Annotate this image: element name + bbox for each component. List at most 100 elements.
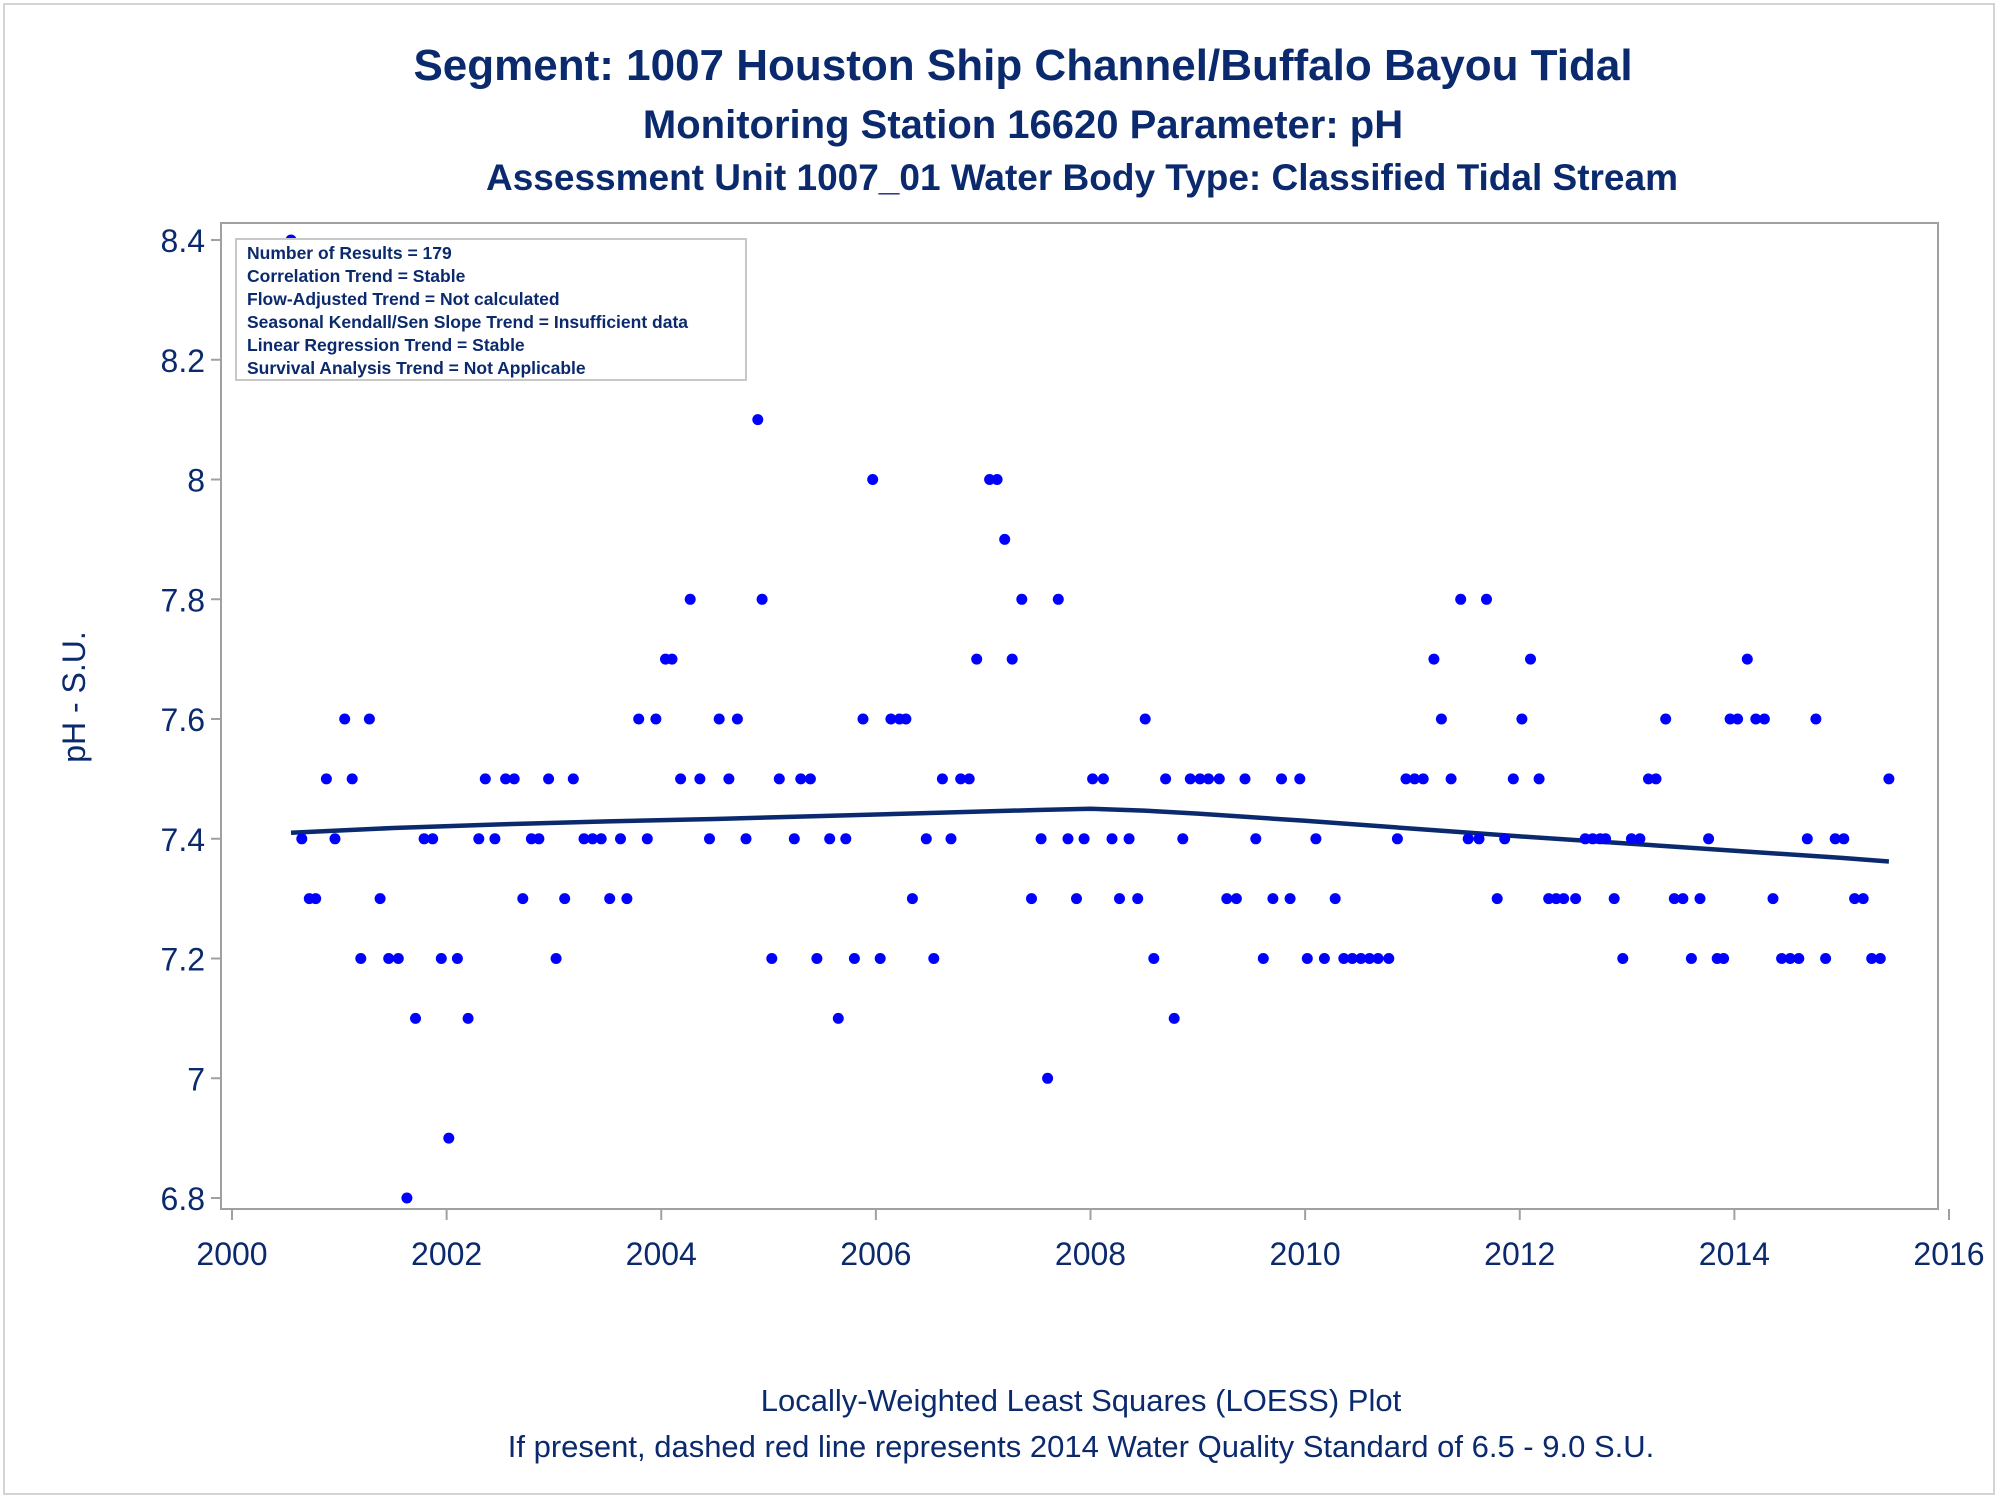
data-point bbox=[1491, 893, 1503, 905]
stats-line-5: Linear Regression Trend = Stable bbox=[247, 335, 525, 355]
data-point bbox=[945, 833, 957, 845]
data-point bbox=[1168, 1012, 1180, 1024]
data-point bbox=[1600, 833, 1612, 845]
data-point bbox=[1473, 833, 1485, 845]
data-point bbox=[867, 474, 879, 485]
data-point bbox=[1123, 833, 1135, 845]
data-point bbox=[1801, 833, 1813, 845]
data-point bbox=[363, 713, 375, 725]
data-point bbox=[848, 953, 860, 964]
data-point bbox=[1177, 833, 1189, 845]
data-point bbox=[479, 773, 491, 785]
data-point bbox=[1694, 893, 1706, 905]
data-point bbox=[1634, 833, 1646, 845]
data-point bbox=[1677, 893, 1689, 905]
data-point bbox=[1106, 833, 1118, 845]
stats-line-6: Survival Analysis Trend = Not Applicable bbox=[247, 358, 586, 378]
data-point bbox=[508, 773, 520, 785]
data-point bbox=[731, 713, 743, 725]
x-tick-label: 2012 bbox=[1484, 1236, 1555, 1272]
data-point bbox=[500, 773, 512, 785]
data-point bbox=[1874, 953, 1886, 964]
footnote-2: If present, dashed red line represents 2… bbox=[508, 1429, 1655, 1464]
data-point bbox=[885, 713, 897, 725]
data-point bbox=[963, 773, 975, 785]
data-point bbox=[840, 833, 852, 845]
data-point bbox=[473, 833, 485, 845]
data-point bbox=[971, 653, 983, 665]
data-point bbox=[1570, 893, 1582, 905]
data-point bbox=[1160, 773, 1172, 785]
data-point bbox=[1006, 653, 1018, 665]
data-point bbox=[1221, 893, 1233, 905]
data-point bbox=[1257, 953, 1269, 964]
data-point bbox=[410, 1012, 421, 1024]
data-point bbox=[1097, 773, 1109, 785]
data-point bbox=[1849, 893, 1861, 905]
y-tick-label: 6.8 bbox=[161, 1181, 205, 1217]
data-point bbox=[832, 1012, 844, 1024]
data-point bbox=[339, 713, 351, 725]
data-point bbox=[1608, 893, 1620, 905]
data-point bbox=[1250, 833, 1262, 845]
data-point bbox=[418, 833, 430, 845]
data-point bbox=[1400, 773, 1412, 785]
data-point bbox=[900, 713, 912, 725]
data-point bbox=[1660, 713, 1672, 725]
x-tick-label: 2004 bbox=[626, 1236, 697, 1272]
data-point bbox=[615, 833, 626, 845]
data-point bbox=[1194, 773, 1206, 785]
y-tick-label: 7 bbox=[187, 1061, 205, 1097]
y-tick-label: 7.4 bbox=[161, 822, 205, 858]
data-point bbox=[650, 713, 662, 725]
data-point bbox=[1284, 893, 1296, 905]
data-point bbox=[1445, 773, 1457, 785]
data-point bbox=[1087, 773, 1099, 785]
data-point bbox=[1758, 713, 1770, 725]
stats-box: Number of Results = 179 Correlation Tren… bbox=[235, 238, 747, 381]
data-point bbox=[1052, 593, 1064, 605]
data-point bbox=[443, 1132, 455, 1144]
data-point bbox=[1239, 773, 1251, 785]
data-point bbox=[1784, 953, 1796, 964]
data-point bbox=[752, 414, 764, 426]
y-tick-label: 8 bbox=[187, 463, 205, 499]
data-point bbox=[1435, 713, 1447, 725]
stats-line-1: Number of Results = 179 bbox=[247, 243, 452, 263]
chart-frame bbox=[3, 3, 1995, 1495]
y-tick-label: 8.2 bbox=[161, 343, 205, 379]
data-point bbox=[1650, 773, 1662, 785]
data-point bbox=[567, 773, 579, 785]
x-axis: 2000 2002 2004 2006 2008 2010 2012 2014 2016 bbox=[196, 1209, 1985, 1272]
y-axis-label: pH - S.U. bbox=[56, 631, 92, 763]
data-point bbox=[550, 953, 562, 964]
data-point bbox=[920, 833, 932, 845]
data-point bbox=[355, 953, 367, 964]
data-point bbox=[1391, 833, 1403, 845]
data-point bbox=[1383, 953, 1395, 964]
x-tick-label: 2014 bbox=[1699, 1236, 1770, 1272]
footnote-1: Locally-Weighted Least Squares (LOESS) P… bbox=[761, 1383, 1402, 1418]
y-tick-label: 7.2 bbox=[161, 942, 205, 978]
x-tick-label: 2016 bbox=[1913, 1236, 1984, 1272]
data-point bbox=[374, 893, 386, 905]
data-point bbox=[857, 713, 869, 725]
data-point bbox=[1301, 953, 1313, 964]
data-point bbox=[991, 474, 1003, 485]
x-tick-label: 2010 bbox=[1270, 1236, 1341, 1272]
data-point bbox=[704, 833, 715, 845]
data-point bbox=[1267, 893, 1279, 905]
data-point bbox=[1810, 713, 1822, 725]
data-point bbox=[1625, 833, 1637, 845]
data-point bbox=[392, 953, 404, 964]
data-point bbox=[1793, 953, 1805, 964]
data-point bbox=[1516, 713, 1528, 725]
data-point bbox=[1372, 953, 1384, 964]
data-point bbox=[1230, 893, 1242, 905]
data-point bbox=[1499, 833, 1511, 845]
data-point bbox=[587, 833, 599, 845]
data-point bbox=[543, 773, 555, 785]
data-point bbox=[804, 773, 816, 785]
data-point bbox=[1417, 773, 1429, 785]
data-point bbox=[517, 893, 529, 905]
